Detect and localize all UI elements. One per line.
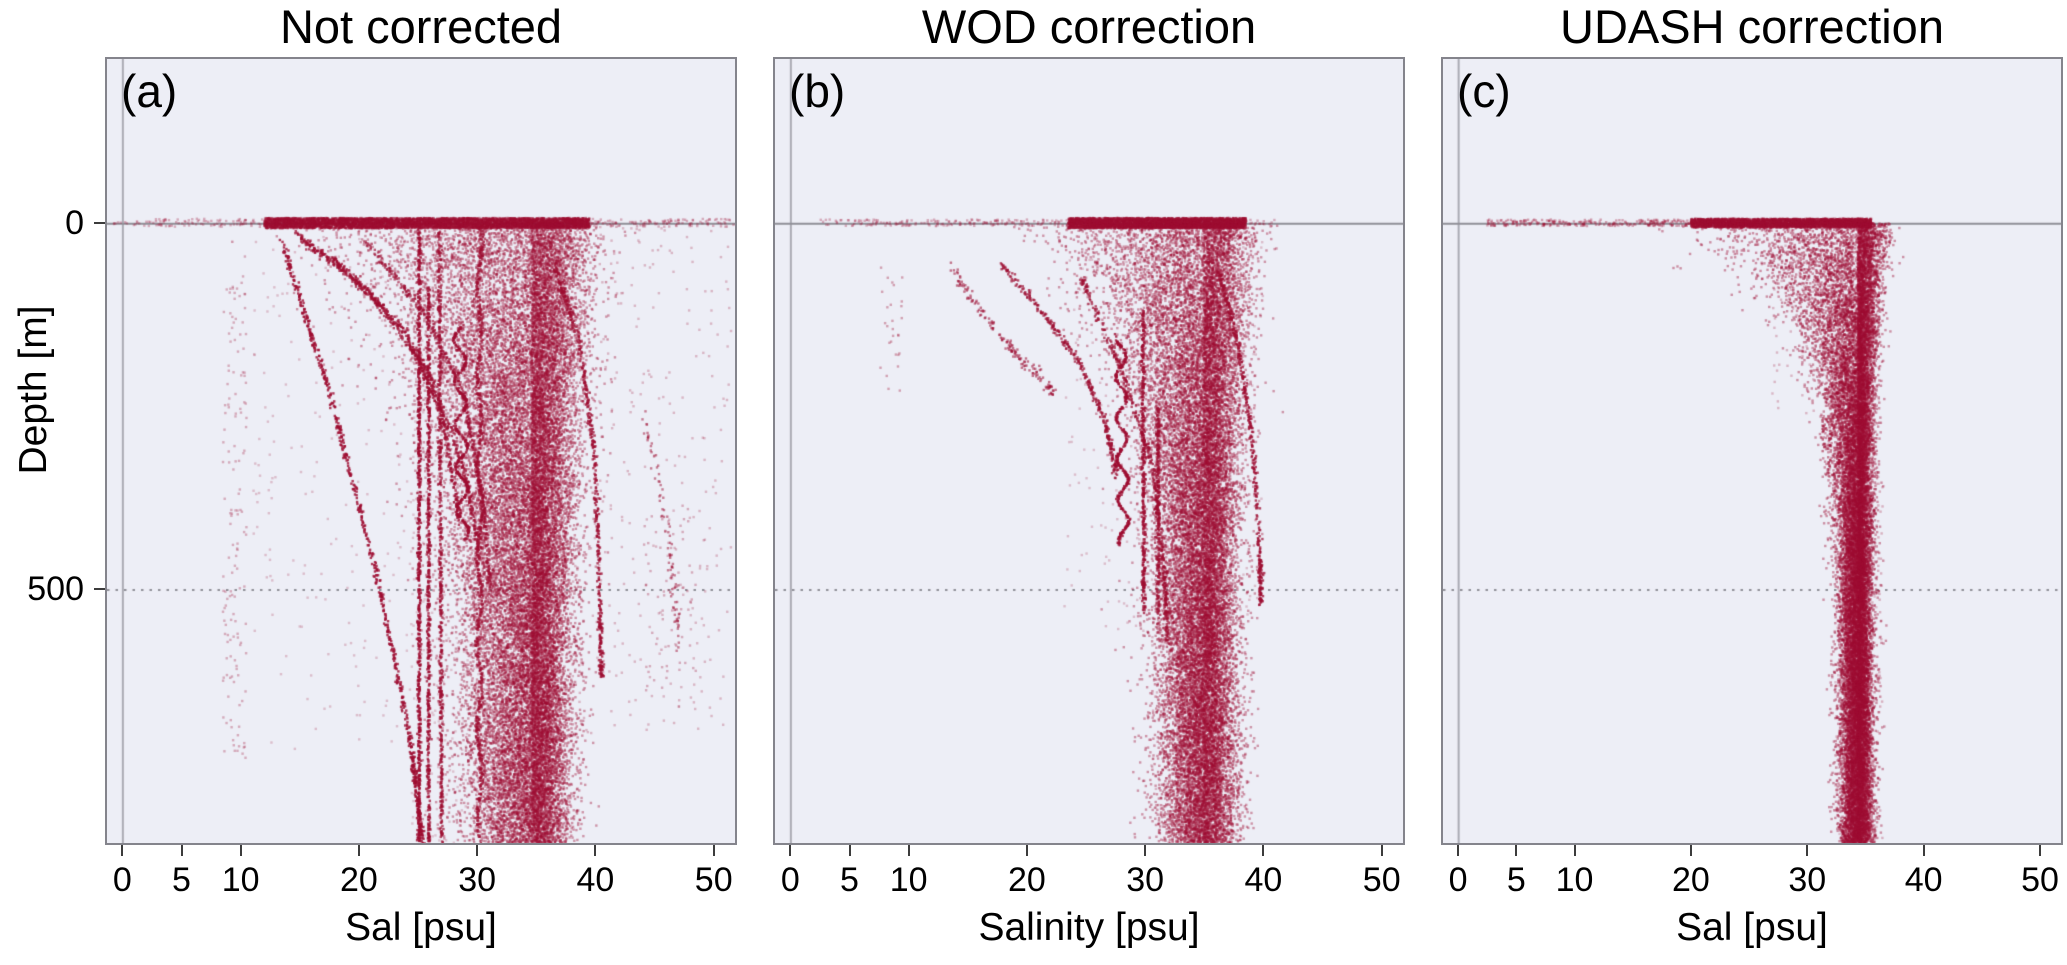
y-tick-mark (94, 588, 105, 591)
panel-c-scatter-canvas (1443, 59, 2061, 843)
panel-b: WOD correction (b) 0 5 10 20 30 40 50 Salinity… (773, 0, 1405, 965)
x-tick-mark (712, 845, 715, 856)
x-tick-mark (1515, 845, 1518, 856)
y-tick-label: 0 (65, 204, 84, 243)
x-tick-mark (848, 845, 851, 856)
x-tick-label: 50 (694, 861, 733, 899)
x-tick-label: 40 (576, 861, 615, 899)
x-tick-label: 10 (889, 861, 928, 899)
x-tick-mark (239, 845, 242, 856)
panel-c-plot-area (1441, 57, 2063, 845)
x-tick-mark (180, 845, 183, 856)
x-tick-label: 30 (1126, 861, 1165, 899)
x-tick-mark (1922, 845, 1925, 856)
x-tick-label: 40 (1904, 861, 1943, 899)
x-tick-label: 0 (112, 861, 132, 899)
panel-b-title: WOD correction (921, 0, 1257, 53)
panel-a-scatter-canvas (107, 59, 735, 843)
x-tick-label: 20 (339, 861, 378, 899)
x-tick-mark (1457, 845, 1460, 856)
x-tick-mark (1144, 845, 1147, 856)
panel-b-x-axis-label: Salinity [psu] (978, 906, 1200, 949)
x-tick-mark (789, 845, 792, 856)
panel-b-scatter-canvas (775, 59, 1403, 843)
panel-b-x-ticks: 0 5 10 20 30 40 50 (773, 845, 1405, 909)
panel-c: UDASH correction (c) 0 5 10 20 30 40 50 Sal [p… (1441, 0, 2063, 965)
x-tick-label: 0 (1448, 861, 1468, 899)
x-tick-mark (1262, 845, 1265, 856)
x-tick-label: 30 (1788, 861, 1827, 899)
x-tick-mark (907, 845, 910, 856)
y-tick-label: 500 (27, 570, 84, 609)
panel-a-letter: (a) (121, 65, 178, 117)
panel-a-title: Not corrected (279, 0, 563, 53)
panel-a-x-ticks: 0 5 10 20 30 40 50 (105, 845, 737, 909)
x-tick-label: 20 (1671, 861, 1710, 899)
panel-b-letter: (b) (789, 65, 846, 117)
x-tick-mark (594, 845, 597, 856)
x-tick-label: 5 (840, 861, 859, 899)
x-tick-label: 50 (2021, 861, 2059, 899)
x-tick-mark (2039, 845, 2042, 856)
panel-c-x-axis-label: Sal [psu] (1676, 906, 1828, 949)
x-tick-label: 5 (172, 861, 191, 899)
panel-c-letter: (c) (1457, 65, 1511, 117)
x-tick-label: 10 (221, 861, 260, 899)
x-tick-mark (1025, 845, 1028, 856)
y-tick-mark (94, 222, 105, 225)
x-tick-label: 30 (458, 861, 497, 899)
x-tick-mark (357, 845, 360, 856)
x-tick-mark (1573, 845, 1576, 856)
x-tick-label: 40 (1244, 861, 1283, 899)
panel-c-x-ticks: 0 5 10 20 30 40 50 (1441, 845, 2063, 909)
panel-a-x-axis-label: Sal [psu] (345, 906, 497, 949)
x-tick-mark (1806, 845, 1809, 856)
panel-b-plot-area (773, 57, 1405, 845)
x-tick-label: 0 (780, 861, 800, 899)
x-tick-mark (121, 845, 124, 856)
x-tick-mark (1380, 845, 1383, 856)
x-tick-mark (476, 845, 479, 856)
x-tick-label: 20 (1007, 861, 1046, 899)
x-tick-label: 10 (1555, 861, 1594, 899)
x-tick-label: 50 (1362, 861, 1401, 899)
x-tick-mark (1689, 845, 1692, 856)
x-tick-label: 5 (1506, 861, 1526, 899)
panel-a: Not corrected (a) 0 5 10 20 30 40 50 Sal [psu] (105, 0, 737, 965)
y-axis-label: Depth [m] (12, 305, 55, 475)
panel-c-title: UDASH correction (1560, 0, 1944, 53)
panel-a-plot-area (105, 57, 737, 845)
